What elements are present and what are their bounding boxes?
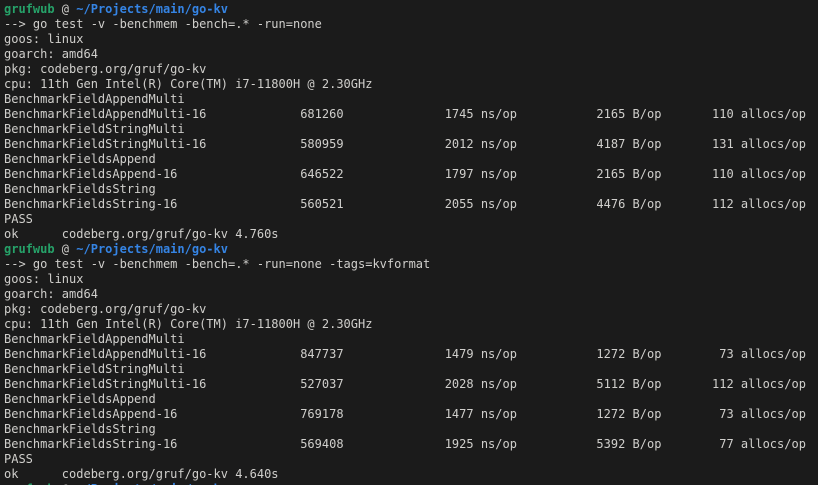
command-text: --> go test -v -benchmem -bench=.* -run=…: [4, 17, 322, 31]
benchmark-result-row: BenchmarkFieldStringMulti-16 580959 2012…: [4, 137, 806, 151]
benchmark-result-row: BenchmarkFieldAppendMulti-16 681260 1745…: [4, 107, 806, 121]
benchmark-result-line: BenchmarkFieldAppendMulti-16 847737 1479…: [4, 347, 818, 362]
benchmark-result-row: BenchmarkFieldsString-16 569408 1925 ns/…: [4, 437, 806, 451]
pass-text: PASS: [4, 452, 33, 466]
benchmark-group-name: BenchmarkFieldsString: [4, 422, 156, 436]
benchmark-group-line: BenchmarkFieldsString: [4, 422, 818, 437]
prompt-separator: @: [55, 482, 77, 485]
command-line: --> go test -v -benchmem -bench=.* -run=…: [4, 17, 818, 32]
command-text: --> go test -v -benchmem -bench=.* -run=…: [4, 257, 431, 271]
env-text: goos: linux: [4, 32, 84, 46]
benchmark-result-line: BenchmarkFieldsAppend-16 769178 1477 ns/…: [4, 407, 818, 422]
env-text: cpu: 11th Gen Intel(R) Core(TM) i7-11800…: [4, 317, 373, 331]
env-line: cpu: 11th Gen Intel(R) Core(TM) i7-11800…: [4, 317, 818, 332]
env-text: goarch: amd64: [4, 47, 98, 61]
ok-text: ok codeberg.org/gruf/go-kv 4.760s: [4, 227, 279, 241]
prompt-username: grufwub: [4, 2, 55, 16]
prompt-line: grufwub @ ~/Projects/main/go-kv: [4, 242, 818, 257]
benchmark-group-line: BenchmarkFieldsAppend: [4, 392, 818, 407]
benchmark-group-name: BenchmarkFieldAppendMulti: [4, 92, 185, 106]
env-line: goos: linux: [4, 272, 818, 287]
prompt-separator: @: [54, 2, 77, 16]
benchmark-result-line: BenchmarkFieldsString-16 569408 1925 ns/…: [4, 437, 818, 452]
benchmark-result-line: BenchmarkFieldAppendMulti-16 681260 1745…: [4, 107, 818, 122]
env-text: pkg: codeberg.org/gruf/go-kv: [4, 62, 207, 76]
ok-line: ok codeberg.org/gruf/go-kv 4.760s: [4, 227, 818, 242]
benchmark-result-row: BenchmarkFieldsString-16 560521 2055 ns/…: [4, 197, 806, 211]
benchmark-group-line: BenchmarkFieldsString: [4, 182, 818, 197]
prompt-line: grufwub @ ~/Projects/main/go-kv: [4, 2, 818, 17]
benchmark-result-row: BenchmarkFieldStringMulti-16 527037 2028…: [4, 377, 806, 391]
env-line: goarch: amd64: [4, 47, 818, 62]
benchmark-group-line: BenchmarkFieldsAppend: [4, 152, 818, 167]
benchmark-group-name: BenchmarkFieldsAppend: [4, 152, 156, 166]
benchmark-group-name: BenchmarkFieldStringMulti: [4, 122, 185, 136]
command-line: --> go test -v -benchmem -bench=.* -run=…: [4, 257, 818, 272]
prompt-separator: @: [54, 242, 77, 256]
env-text: goarch: amd64: [4, 287, 98, 301]
benchmark-result-row: BenchmarkFieldAppendMulti-16 847737 1479…: [4, 347, 806, 361]
benchmark-group-name: BenchmarkFieldAppendMulti: [4, 332, 185, 346]
env-line: goarch: amd64: [4, 287, 818, 302]
pass-line: PASS: [4, 212, 818, 227]
benchmark-result-line: BenchmarkFieldStringMulti-16 527037 2028…: [4, 377, 818, 392]
prompt-cwd: ~/Projects/main/go-kv: [76, 2, 228, 16]
env-line: goos: linux: [4, 32, 818, 47]
env-text: cpu: 11th Gen Intel(R) Core(TM) i7-11800…: [4, 77, 373, 91]
benchmark-result-row: BenchmarkFieldsAppend-16 769178 1477 ns/…: [4, 407, 806, 421]
benchmark-result-line: BenchmarkFieldsAppend-16 646522 1797 ns/…: [4, 167, 818, 182]
benchmark-group-line: BenchmarkFieldAppendMulti: [4, 92, 818, 107]
benchmark-group-line: BenchmarkFieldStringMulti: [4, 122, 818, 137]
benchmark-result-row: BenchmarkFieldsAppend-16 646522 1797 ns/…: [4, 167, 806, 181]
benchmark-result-line: BenchmarkFieldsString-16 560521 2055 ns/…: [4, 197, 818, 212]
prompt-line-partial: grufwub @ ~/Projects/main/go-kv: [4, 482, 818, 485]
prompt-username: grufwub: [4, 482, 55, 485]
env-text: pkg: codeberg.org/gruf/go-kv: [4, 302, 207, 316]
env-line: cpu: 11th Gen Intel(R) Core(TM) i7-11800…: [4, 77, 818, 92]
pass-line: PASS: [4, 452, 818, 467]
benchmark-group-line: BenchmarkFieldStringMulti: [4, 362, 818, 377]
prompt-cwd: ~/Projects/main/go-kv: [76, 242, 228, 256]
env-line: pkg: codeberg.org/gruf/go-kv: [4, 62, 818, 77]
benchmark-result-line: BenchmarkFieldStringMulti-16 580959 2012…: [4, 137, 818, 152]
pass-text: PASS: [4, 212, 33, 226]
env-text: goos: linux: [4, 272, 84, 286]
benchmark-group-line: BenchmarkFieldAppendMulti: [4, 332, 818, 347]
ok-line: ok codeberg.org/gruf/go-kv 4.640s: [4, 467, 818, 482]
prompt-username: grufwub: [4, 242, 55, 256]
prompt-cwd: ~/Projects/main/go-kv: [76, 482, 228, 485]
benchmark-group-name: BenchmarkFieldsAppend: [4, 392, 156, 406]
terminal-output: grufwub @ ~/Projects/main/go-kv --> go te…: [4, 2, 818, 485]
env-line: pkg: codeberg.org/gruf/go-kv: [4, 302, 818, 317]
ok-text: ok codeberg.org/gruf/go-kv 4.640s: [4, 467, 279, 481]
benchmark-group-name: BenchmarkFieldsString: [4, 182, 156, 196]
benchmark-group-name: BenchmarkFieldStringMulti: [4, 362, 185, 376]
